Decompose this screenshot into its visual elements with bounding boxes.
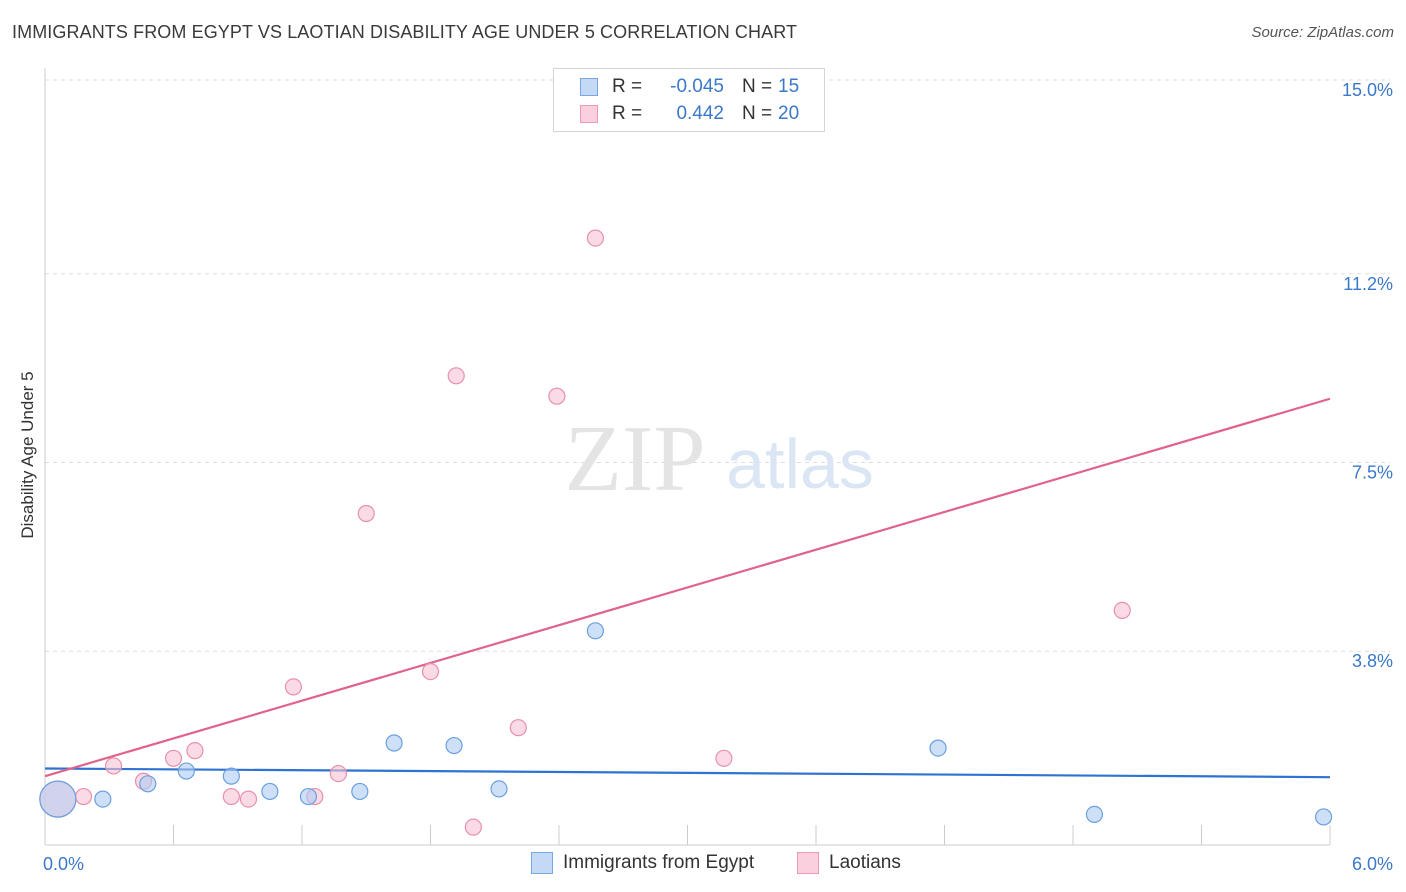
egypt-trend-line: [44, 767, 1331, 779]
r-value: -0.045: [670, 76, 724, 97]
y-tick-label: 11.2%: [1343, 274, 1393, 294]
watermark: ZIP atlas: [565, 407, 874, 511]
laotians-point: [548, 387, 566, 405]
tick-labels: 3.8% 7.5% 11.2% 15.0% 0.0% 6.0%: [43, 80, 1393, 874]
r-label: R =: [612, 103, 643, 124]
legend-label: Immigrants from Egypt: [563, 852, 755, 873]
egypt-point: [39, 780, 77, 818]
axes: [44, 68, 1331, 846]
n-value: 15: [778, 76, 800, 97]
laotians-point: [239, 790, 258, 808]
watermark-zip: ZIP: [565, 407, 706, 511]
x-tick-label: 0.0%: [43, 854, 84, 874]
laotians-point: [715, 749, 733, 767]
laotians-swatch-icon: [580, 105, 598, 123]
egypt-point: [385, 734, 403, 752]
laotians-legend-swatch-icon: [797, 852, 819, 874]
n-value: 20: [778, 103, 800, 124]
data-points: [39, 229, 1333, 836]
n-label: N =: [742, 76, 773, 97]
laotians-point: [1113, 601, 1131, 620]
egypt-point: [445, 736, 463, 755]
stats-row-laotians: R = 0.442 N = 20: [580, 102, 808, 126]
n-label: N =: [742, 103, 773, 124]
egypt-point: [586, 622, 605, 640]
egypt-point: [299, 787, 318, 806]
egypt-legend-swatch-icon: [531, 852, 553, 874]
egypt-point: [351, 782, 369, 801]
laotians-point: [74, 787, 93, 806]
laotians-point: [329, 764, 348, 783]
legend-item-laotians[interactable]: Laotians: [797, 852, 901, 874]
r-value: 0.442: [676, 103, 724, 124]
legend-label: Laotians: [829, 852, 901, 873]
y-tick-label: 7.5%: [1352, 463, 1393, 483]
stats-legend: R = -0.045 N = 15 R = 0.442 N = 20: [553, 68, 825, 132]
laotians-point: [284, 678, 303, 696]
y-tick-label: 3.8%: [1352, 651, 1393, 671]
series-legend: Immigrants from Egypt Laotians: [0, 852, 1406, 878]
egypt-swatch-icon: [580, 78, 598, 96]
laotians-point: [464, 818, 482, 836]
laotians-point: [222, 787, 240, 806]
laotians-point: [357, 504, 375, 523]
y-tick-label: 15.0%: [1342, 80, 1393, 100]
chart-title: IMMIGRANTS FROM EGYPT VS LAOTIAN DISABIL…: [12, 22, 798, 42]
laotians-point: [186, 742, 204, 760]
stats-row-egypt: R = -0.045 N = 15: [580, 75, 808, 99]
laotians-point: [586, 229, 605, 247]
egypt-point: [177, 762, 195, 780]
laotians-point: [447, 367, 465, 385]
watermark-atlas: atlas: [726, 425, 874, 503]
egypt-point: [139, 775, 157, 793]
source-label: Source: ZipAtlas.com: [1251, 24, 1394, 41]
egypt-point: [1314, 808, 1333, 826]
egypt-point: [94, 790, 112, 808]
x-tick-label: 6.0%: [1352, 854, 1393, 874]
gridlines: [45, 79, 1390, 652]
laotians-point: [509, 719, 527, 737]
egypt-point: [490, 780, 508, 798]
laotians-point: [164, 749, 183, 767]
r-label: R =: [612, 76, 643, 97]
laotians-trend-line: [44, 397, 1331, 778]
egypt-point: [222, 767, 240, 785]
egypt-point: [929, 739, 947, 757]
egypt-point: [1085, 805, 1104, 824]
laotians-point: [421, 662, 440, 681]
trend-lines: [44, 397, 1331, 779]
y-axis-label: Disability Age Under 5: [18, 371, 37, 539]
egypt-point: [261, 782, 279, 801]
legend-item-egypt[interactable]: Immigrants from Egypt: [531, 852, 754, 874]
laotians-point: [104, 757, 123, 775]
